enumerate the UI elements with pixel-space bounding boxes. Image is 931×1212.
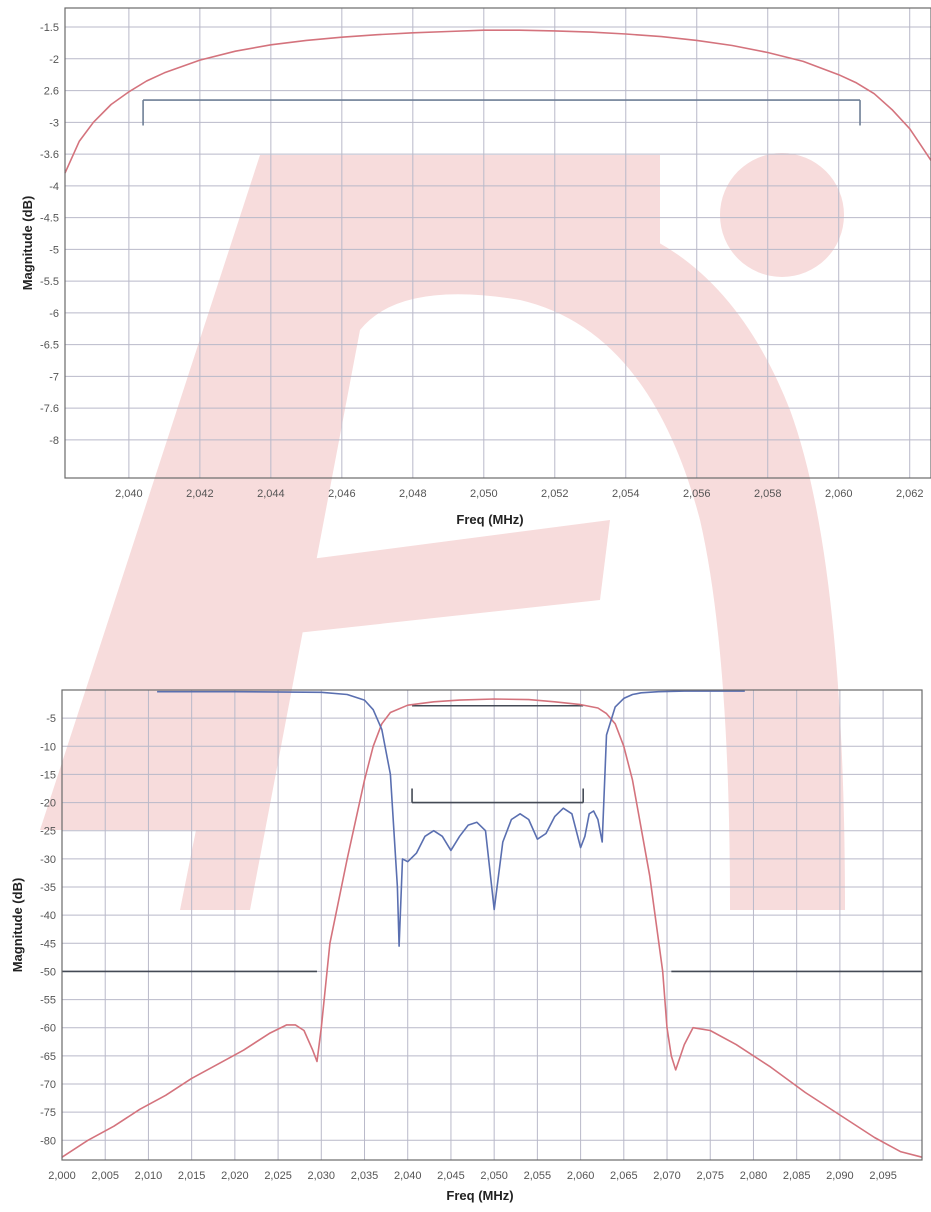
wideband-y-tick-label: -45 [40,938,56,950]
passband-x-tick-labels: 2,040 2,042 2,044 2,046 2,048 2,050 2,052 2,054… [115,488,923,500]
wideband-x-tick-label: 2,085 [783,1170,811,1182]
wideband-x-tick-label: 2,015 [178,1170,206,1182]
watermark-stroke-diagonal [40,155,660,830]
wideband-y-tick-labels: -5 -10 -15 -20 -25 -30 -35 -40 -45 -50 -55 -60 -65 -7… [40,713,56,1147]
wideband-y-tick-label: -20 [40,798,56,810]
passband-y-tick-label: -8 [49,435,59,447]
wideband-gridlines [61,690,922,1160]
wideband-x-tick-label: 2,080 [740,1170,768,1182]
passband-y-tick-label: -3.6 [40,149,59,161]
passband-x-tick-label: 2,060 [825,488,853,500]
wideband-x-tick-label: 2,020 [221,1170,249,1182]
passband-y-tick-label: -5 [49,244,59,256]
wideband-spec-mask [62,704,922,973]
passband-x-tick-label: 2,040 [115,488,143,500]
wideband-y-tick-label: -80 [40,1135,56,1147]
passband-x-tick-label: 2,048 [399,488,427,500]
wideband-x-tick-label: 2,065 [610,1170,638,1182]
passband-y-tick-labels: -1.5 -2 2.6 -3 -3.6 -4 -4.5 -5 -5.5 -6 -6.5 -7 -7.6 -… [40,22,59,447]
wideband-x-tick-label: 2,055 [524,1170,552,1182]
wideband-x-axis-label: Freq (MHz) [446,1188,513,1203]
wideband-y-tick-label: -25 [40,826,56,838]
wideband-y-tick-label: -50 [40,966,56,978]
wideband-y-tick-label: -55 [40,995,56,1007]
wideband-x-tick-labels: 2,000 2,005 2,010 2,015 2,020 2,025 2,030 2,035… [48,1170,897,1182]
wideband-x-tick-label: 2,010 [135,1170,163,1182]
passband-y-tick-label: -7.6 [40,403,59,415]
wideband-chart: 2,000 2,005 2,010 2,015 2,020 2,025 2,030 2,035… [10,689,923,1203]
wideband-y-tick-label: -60 [40,1023,56,1035]
passband-x-tick-label: 2,058 [754,488,782,500]
passband-x-axis-label: Freq (MHz) [456,512,523,527]
passband-spec-mask [142,99,861,126]
watermark-stroke-crossbar [140,520,610,650]
passband-y-axis-label: Magnitude (dB) [20,196,35,291]
passband-x-tick-label: 2,044 [257,488,285,500]
passband-y-tick-label: -7 [49,371,59,383]
wideband-y-tick-label: -65 [40,1051,56,1063]
wideband-plot-frame [61,689,923,1161]
passband-x-tick-label: 2,054 [612,488,640,500]
wideband-x-tick-label: 2,050 [480,1170,508,1182]
wideband-x-tick-label: 2,035 [351,1170,379,1182]
wideband-x-tick-label: 2,090 [826,1170,854,1182]
wideband-y-tick-label: -10 [40,741,56,753]
wideband-series [61,690,923,1158]
wideband-x-tick-label: 2,070 [653,1170,681,1182]
wideband-x-tick-label: 2,060 [567,1170,595,1182]
wideband-y-tick-label: -15 [40,769,56,781]
passband-y-tick-label: -3 [49,117,59,129]
passband-chart: 2,040 2,042 2,044 2,046 2,048 2,050 2,052 2,054… [20,7,931,527]
passband-x-tick-label: 2,046 [328,488,356,500]
passband-x-tick-label: 2,050 [470,488,498,500]
wideband-y-tick-label: -35 [40,882,56,894]
passband-series [64,29,931,174]
wideband-x-tick-label: 2,075 [696,1170,724,1182]
watermark-dot [720,153,844,277]
passband-y-tick-label: -6.5 [40,340,59,352]
wideband-x-tick-label: 2,095 [869,1170,897,1182]
passband-y-tick-label: -1.5 [40,22,59,34]
wideband-y-tick-label: -75 [40,1107,56,1119]
wideband-x-tick-label: 2,045 [437,1170,465,1182]
passband-y-tick-label: -5.5 [40,276,59,288]
passband-x-tick-label: 2,062 [896,488,924,500]
passband-y-tick-label: -4.5 [40,213,59,225]
wideband-y-tick-label: -30 [40,854,56,866]
watermark-logo [40,153,845,910]
wideband-y-tick-label: -5 [46,713,56,725]
wideband-x-tick-label: 2,000 [48,1170,76,1182]
passband-y-tick-label: -2 [49,54,59,66]
passband-y-tick-label: -6 [49,308,59,320]
passband-series-line-0 [64,29,931,174]
passband-plot-frame [64,7,931,479]
passband-x-tick-label: 2,052 [541,488,569,500]
passband-y-tick-label: 2.6 [44,86,59,98]
wideband-x-tick-label: 2,025 [264,1170,292,1182]
wideband-x-tick-label: 2,005 [91,1170,119,1182]
wideband-y-tick-label: -70 [40,1079,56,1091]
wideband-x-tick-label: 2,040 [394,1170,422,1182]
wideband-y-tick-label: -40 [40,910,56,922]
wideband-series-line-0 [61,698,923,1158]
passband-y-tick-label: -4 [49,181,59,193]
passband-x-tick-label: 2,056 [683,488,711,500]
wideband-y-axis-label: Magnitude (dB) [10,878,25,973]
passband-x-tick-label: 2,042 [186,488,214,500]
watermark-stroke-arch [180,210,845,910]
passband-gridlines [65,8,931,478]
wideband-x-tick-label: 2,030 [308,1170,336,1182]
wideband-series-line-1 [157,690,745,947]
